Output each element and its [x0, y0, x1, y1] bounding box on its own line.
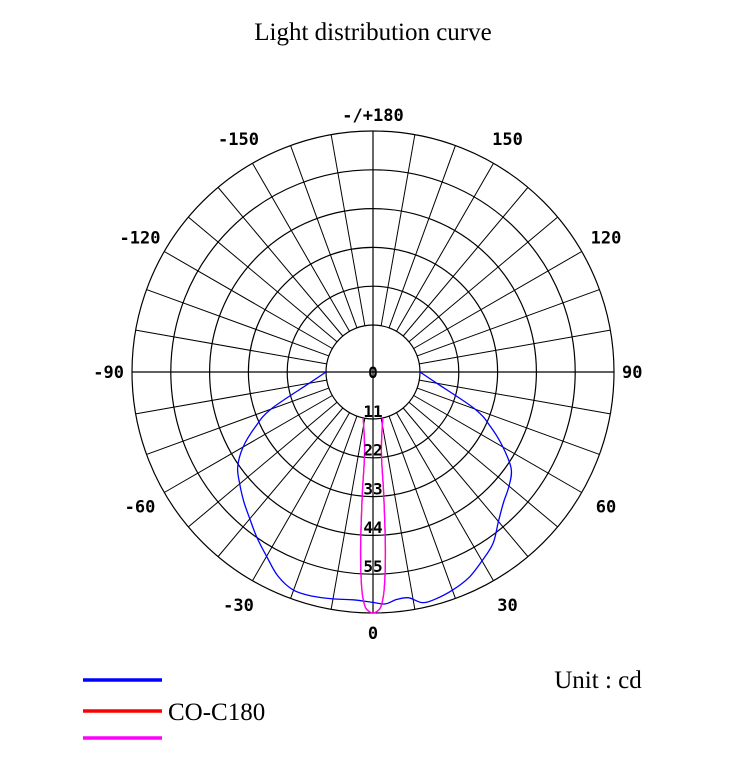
grid-spoke [330, 134, 366, 326]
unit-label: Unit : cd [554, 667, 642, 694]
grid-spoke [135, 329, 327, 365]
grid-spoke [388, 415, 456, 599]
radial-tick-label: 0 [368, 363, 378, 382]
angle-tick-label: -30 [223, 596, 254, 616]
grid-spoke [419, 329, 611, 365]
grid-spoke [164, 395, 333, 493]
grid-spoke [330, 418, 366, 610]
radial-tick-label: 44 [363, 518, 382, 537]
grid-spoke [135, 379, 327, 415]
grid-spoke [290, 415, 358, 599]
angle-tick-label: 90 [622, 363, 642, 383]
grid-spoke [188, 401, 338, 528]
grid-spoke [416, 289, 600, 357]
grid-spoke [402, 407, 529, 557]
grid-spoke [188, 216, 338, 343]
legend-label: CO-C180 [168, 699, 265, 726]
grid-spoke [252, 412, 350, 581]
grid-spoke [380, 418, 416, 610]
angle-tick-label: 0 [368, 624, 378, 644]
grid-spoke [402, 187, 529, 337]
grid-spoke [396, 163, 494, 332]
legend: CO-C180 [83, 678, 265, 740]
grid-spoke [413, 395, 582, 493]
angle-tick-label: -60 [125, 498, 156, 518]
angle-tick-label: -/+180 [342, 106, 403, 126]
series-curve-3 [359, 417, 387, 614]
grid-spoke [388, 145, 456, 329]
grid-spoke [217, 407, 344, 557]
grid-spoke [146, 289, 330, 357]
grid-spoke [380, 134, 416, 326]
angle-tick-label: -150 [218, 130, 259, 150]
angle-tick-label: 120 [591, 229, 622, 249]
grid-spoke [396, 412, 494, 581]
angle-tick-label: 60 [596, 498, 616, 518]
grid-spoke [290, 145, 358, 329]
radial-tick-label: 33 [363, 479, 382, 498]
grid-spoke [413, 251, 582, 349]
series-curve-1 [236, 371, 513, 605]
angle-tick-label: -120 [120, 229, 161, 249]
grid-spoke [164, 251, 333, 349]
angle-tick-label: 150 [492, 130, 523, 150]
radial-tick-label: 22 [363, 441, 382, 460]
polar-grid [131, 130, 615, 614]
grid-spoke [252, 163, 350, 332]
angle-tick-label: -90 [93, 363, 124, 383]
grid-spoke [146, 387, 330, 455]
radial-tick-label: 11 [363, 402, 382, 421]
grid-spoke [217, 187, 344, 337]
grid-spoke [416, 387, 600, 455]
grid-spoke [419, 379, 611, 415]
series-layer [236, 371, 513, 614]
angle-tick-labels: -/+180 150 -150 120 -120 90 -90 60 -60 30 -30 0 [93, 106, 642, 644]
radial-tick-labels: 0 11 22 33 44 55 [363, 363, 382, 576]
grid-spoke [408, 216, 558, 343]
grid-spoke [408, 401, 558, 528]
angle-tick-label: 30 [497, 596, 517, 616]
chart-title: Light distribution curve [254, 19, 491, 46]
radial-tick-label: 55 [363, 557, 382, 576]
